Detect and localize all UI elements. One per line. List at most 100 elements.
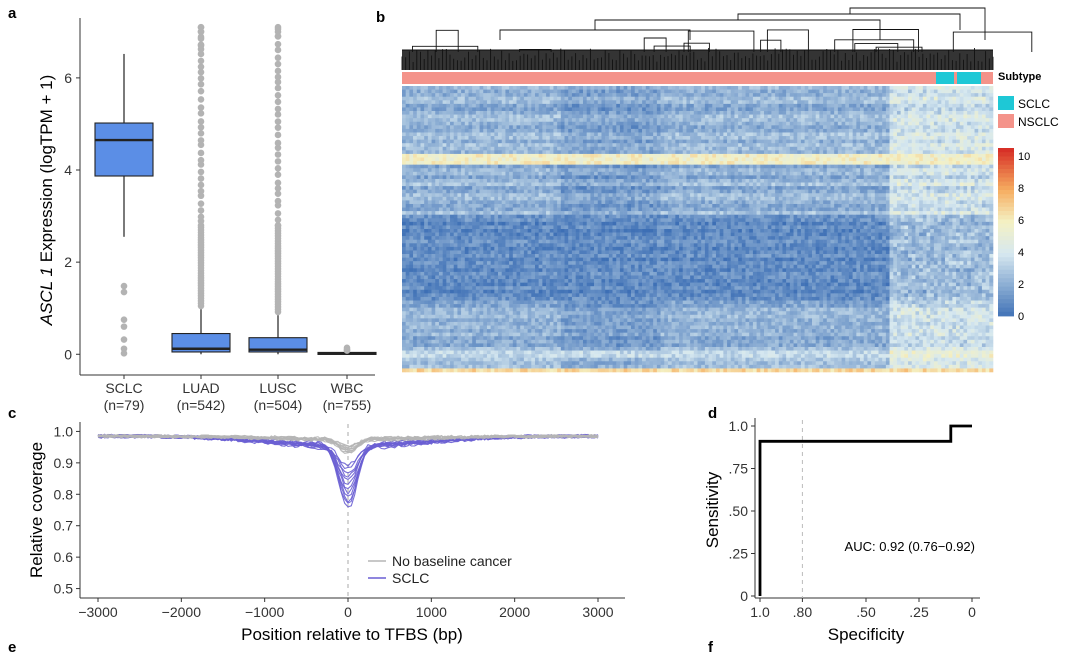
b-heatmap-cell: [560, 121, 565, 126]
a-outlier-point: [197, 80, 205, 88]
b-heatmap-cell: [534, 111, 539, 115]
b-heatmap-cell: [446, 100, 451, 105]
b-heatmap-cell: [402, 157, 406, 162]
b-heatmap-cell: [542, 164, 547, 169]
b-heatmap-cell: [760, 86, 765, 90]
b-heatmap-cell: [804, 136, 809, 140]
b-heatmap-cell: [575, 128, 580, 133]
b-heatmap-cell: [708, 186, 713, 190]
b-heatmap-cell: [723, 111, 728, 115]
b-heatmap-cell: [402, 96, 406, 101]
b-heatmap-cell: [915, 86, 920, 90]
b-heatmap-cell: [749, 157, 754, 162]
b-heatmap-cell: [874, 100, 879, 105]
b-heatmap-cell: [527, 153, 532, 158]
b-heatmap-cell: [475, 168, 480, 173]
b-heatmap-cell: [900, 103, 905, 108]
b-heatmap-cell: [619, 164, 624, 169]
b-heatmap-cell: [749, 100, 754, 105]
b-heatmap-cell: [472, 171, 477, 176]
b-heatmap-cell: [834, 189, 839, 194]
b-heatmap-cell: [885, 100, 890, 105]
b-heatmap-cell: [660, 150, 665, 155]
b-heatmap-cell: [789, 171, 794, 176]
b-heatmap-cell: [837, 171, 842, 176]
b-heatmap-cell: [605, 175, 610, 180]
b-heatmap-cell: [867, 182, 872, 187]
b-heatmap-cell: [538, 164, 543, 169]
b-heatmap-cell: [841, 182, 846, 187]
b-heatmap-cell: [616, 103, 621, 108]
b-heatmap-cell: [571, 168, 576, 173]
b-heatmap-cell: [438, 136, 443, 140]
a-outlier-point: [197, 175, 205, 182]
b-heatmap-cell: [701, 111, 706, 115]
b-heatmap-cell: [948, 89, 953, 94]
b-heatmap-cell: [461, 168, 466, 173]
b-heatmap-cell: [763, 121, 768, 126]
b-heatmap-cell: [922, 118, 927, 123]
b-heatmap-cell: [483, 114, 488, 119]
b-heatmap-cell: [538, 107, 543, 112]
b-heatmap-cell: [786, 136, 791, 140]
b-heatmap-cell: [730, 186, 735, 190]
b-heatmap-cell: [616, 100, 621, 105]
panel-label-e: e: [8, 639, 16, 653]
b-heatmap-cell: [933, 86, 938, 90]
b-heatmap-cell: [808, 128, 813, 133]
b-heatmap-cell: [464, 161, 469, 165]
b-heatmap-cell: [963, 164, 968, 169]
b-heatmap-cell: [786, 182, 791, 187]
b-heatmap-cell: [852, 139, 857, 144]
b-heatmap-cell: [656, 150, 661, 155]
b-heatmap-cell: [863, 178, 868, 183]
b-heatmap-cell: [675, 150, 680, 155]
b-heatmap-cell: [479, 186, 484, 190]
b-heatmap-cell: [878, 89, 883, 94]
b-heatmap-cell: [483, 93, 488, 98]
b-heatmap-cell: [634, 103, 639, 108]
b-heatmap-cell: [782, 153, 787, 158]
b-heatmap-cell: [509, 114, 514, 119]
b-heatmap-cell: [944, 171, 949, 176]
b-heatmap-cell: [660, 86, 665, 90]
b-heatmap-cell: [472, 150, 477, 155]
b-heatmap-cell: [527, 157, 532, 162]
b-heatmap-cell: [450, 103, 455, 108]
b-heatmap-cell: [882, 143, 887, 148]
b-heatmap-cell: [812, 157, 816, 162]
b-heatmap-cell: [416, 111, 421, 115]
b-heatmap-cell: [431, 96, 436, 101]
b-heatmap-cell: [775, 157, 780, 162]
b-heatmap-cell: [435, 157, 440, 162]
b-heatmap-cell: [405, 189, 410, 194]
b-heatmap-cell: [826, 143, 831, 148]
b-heatmap-cell: [944, 86, 949, 90]
b-heatmap-cell: [505, 164, 510, 169]
b-heatmap-cell: [782, 171, 787, 176]
b-heatmap-cell: [830, 143, 835, 148]
b-heatmap-cell: [435, 146, 440, 151]
b-heatmap-cell: [704, 111, 709, 115]
b-heatmap-cell: [605, 182, 610, 187]
b-heatmap-cell: [830, 107, 835, 112]
b-heatmap-cell: [837, 164, 842, 169]
b-heatmap-cell: [557, 157, 562, 162]
b-heatmap-cell: [571, 114, 576, 119]
b-heatmap-cell: [442, 121, 447, 126]
b-heatmap-cell: [922, 171, 927, 176]
b-heatmap-cell: [438, 139, 443, 144]
b-heatmap-cell: [686, 93, 691, 98]
b-heatmap-cell: [608, 89, 613, 94]
b-heatmap-cell: [863, 125, 868, 130]
b-heatmap-cell: [989, 143, 994, 148]
b-heatmap-cell: [512, 178, 517, 183]
b-heatmap-cell: [919, 168, 924, 173]
b-heatmap-cell: [981, 175, 986, 180]
b-heatmap-cell: [789, 186, 794, 190]
b-heatmap-cell: [634, 157, 639, 162]
b-heatmap-cell: [623, 93, 628, 98]
b-heatmap-cell: [464, 121, 469, 126]
b-heatmap-cell: [571, 171, 576, 176]
b-heatmap-cell: [708, 189, 713, 194]
